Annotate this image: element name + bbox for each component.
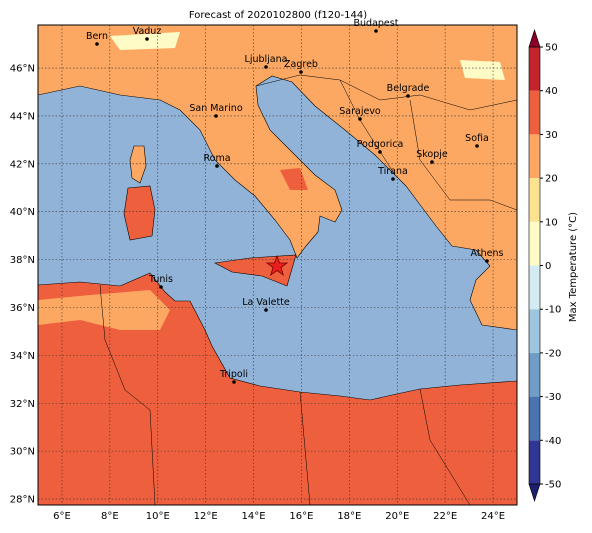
lat-tick-label: 32°N xyxy=(10,399,35,410)
europe-land xyxy=(38,25,517,331)
lon-tick-label: 18°E xyxy=(337,511,361,522)
city-dot xyxy=(391,177,395,181)
lon-tick-label: 10°E xyxy=(146,511,170,522)
city-label: La Valette xyxy=(242,297,290,308)
lat-tick-label: 36°N xyxy=(10,303,35,314)
pale-patch xyxy=(110,32,180,50)
city-dot xyxy=(430,160,434,164)
lon-tick-label: 24°E xyxy=(481,511,505,522)
lon-tick-label: 6°E xyxy=(53,511,71,522)
colorbar-tick-label: 10 xyxy=(545,217,558,228)
border xyxy=(419,388,471,505)
city-dot xyxy=(215,164,219,168)
colorbar-tick-label: -20 xyxy=(545,348,561,359)
lat-tick-label: 30°N xyxy=(10,447,35,458)
colorbar-tick-label: -40 xyxy=(545,436,561,447)
lat-tick-label: 46°N xyxy=(10,64,35,75)
colorbar-extend-low xyxy=(528,483,541,502)
lon-tick-label: 22°E xyxy=(433,511,457,522)
colorbar-band xyxy=(529,134,540,179)
city-dot xyxy=(159,285,163,289)
city-dot xyxy=(264,65,268,69)
city-dot xyxy=(378,150,382,154)
colorbar-tick-label: -50 xyxy=(545,480,561,491)
colorbar-band xyxy=(529,440,540,484)
lat-tick-label: 42°N xyxy=(10,159,35,170)
lat-tick-label: 40°N xyxy=(10,207,35,218)
city-dot xyxy=(374,29,378,33)
city-dot xyxy=(232,380,236,384)
colorbar-tick-label: 50 xyxy=(545,43,558,54)
colorbar-band xyxy=(529,90,540,135)
colorbar-tick-label: 30 xyxy=(545,130,558,141)
city-label: Zagreb xyxy=(284,59,318,70)
lat-tick-label: 38°N xyxy=(10,255,35,266)
map-frame xyxy=(37,24,518,506)
city-dot xyxy=(299,70,303,74)
city-label: Sarajevo xyxy=(339,106,381,117)
colorbar-tick-label: 20 xyxy=(545,174,558,185)
colorbar-band xyxy=(529,309,540,353)
city-label: Tunis xyxy=(148,274,173,285)
city-label: Athens xyxy=(471,248,504,259)
city-label: Belgrade xyxy=(387,83,430,94)
colorbar-band xyxy=(529,178,540,222)
lat-tick-label: 44°N xyxy=(10,111,35,122)
city-dot xyxy=(475,144,479,148)
title: Forecast of 2020102800 (f120-144) xyxy=(189,10,367,21)
city-label: Tirana xyxy=(377,166,408,177)
city-dot xyxy=(95,42,99,46)
star-marker xyxy=(265,254,289,277)
city-label: Roma xyxy=(203,153,230,164)
colorbar-tick-label: 0 xyxy=(545,261,551,272)
city-label: Podgorica xyxy=(357,139,404,150)
pale-patch xyxy=(460,60,505,80)
corsica xyxy=(129,145,147,184)
city-label: Vaduz xyxy=(133,26,162,37)
lon-tick-label: 12°E xyxy=(194,511,218,522)
city-label: San Marino xyxy=(189,103,242,114)
city-dot xyxy=(358,117,362,121)
lat-tick-label: 34°N xyxy=(10,351,35,362)
border xyxy=(255,74,517,111)
city-label: Tripoli xyxy=(219,369,248,380)
colorbar-band xyxy=(529,352,540,397)
city-label: Ljubljana xyxy=(245,54,288,65)
warm-patch xyxy=(280,168,308,190)
border xyxy=(99,284,156,505)
city-label: Bern xyxy=(86,31,108,42)
lon-tick-label: 20°E xyxy=(385,511,409,522)
city-dot xyxy=(145,37,149,41)
colorbar-tick-label: 40 xyxy=(545,86,558,97)
lon-tick-label: 16°E xyxy=(289,511,313,522)
city-dot xyxy=(214,114,218,118)
city-dot xyxy=(485,259,489,263)
city-label: Skopje xyxy=(416,149,448,160)
lon-tick-label: 8°E xyxy=(101,511,119,522)
city-label: Budapest xyxy=(354,18,399,29)
lat-tick-label: 28°N xyxy=(10,495,35,506)
border xyxy=(409,99,517,211)
colorbar-band xyxy=(529,221,540,266)
colorbar-tick-label: -30 xyxy=(545,392,561,403)
tunisia-band xyxy=(38,290,170,330)
city-dot xyxy=(406,94,410,98)
colorbar-extend-high xyxy=(528,29,541,48)
colorbar-label: Max Temperature (°C) xyxy=(568,212,579,322)
lon-tick-label: 14°E xyxy=(242,511,266,522)
colorbar-band xyxy=(529,396,540,441)
sardinia xyxy=(123,185,156,241)
colorbar-band xyxy=(529,265,540,310)
city-label: Sofia xyxy=(465,133,489,144)
colorbar-tick-label: -10 xyxy=(545,305,561,316)
colorbar: -50 -40 -30 -20 -10 0 10 20 30 40 50 xyxy=(528,29,561,502)
city-dot xyxy=(264,308,268,312)
colorbar-band xyxy=(529,47,540,91)
